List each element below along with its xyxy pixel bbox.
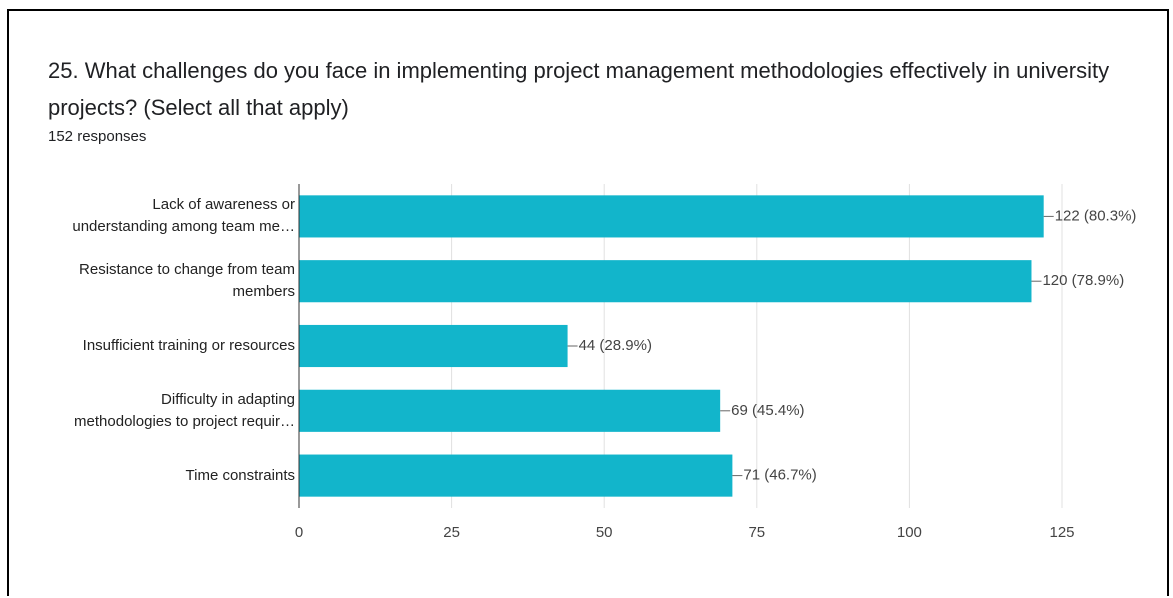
value-label: 120 (78.9%) <box>1042 272 1124 289</box>
question-title: 25. What challenges do you face in imple… <box>48 58 1110 120</box>
x-tick-label: 125 <box>1049 524 1074 541</box>
y-tick-label: Resistance to change from team members <box>79 261 295 301</box>
bar <box>299 195 1044 238</box>
value-label: 44 (28.9%) <box>579 337 652 354</box>
x-tick-label: 0 <box>295 524 303 541</box>
card <box>7 9 1169 596</box>
bar <box>299 389 721 432</box>
x-tick-label: 100 <box>897 524 922 541</box>
bar <box>299 454 733 497</box>
y-tick-label: Difficulty in adapting methodologies to … <box>74 390 295 430</box>
y-tick-label: Lack of awareness or understanding among… <box>72 196 295 236</box>
x-tick-label: 50 <box>596 524 613 541</box>
y-tick-label: Insufficient training or resources <box>82 337 295 354</box>
response-count: 152 responses <box>48 128 147 145</box>
value-label: 71 (46.7%) <box>743 467 816 484</box>
y-tick-label: Time constraints <box>185 466 295 484</box>
bar <box>299 324 568 368</box>
value-label: 69 (45.4%) <box>731 402 804 419</box>
bar <box>299 260 1032 303</box>
x-tick-label: 75 <box>748 524 765 541</box>
x-tick-label: 25 <box>443 524 460 541</box>
value-label: 122 (80.3%) <box>1055 207 1137 224</box>
